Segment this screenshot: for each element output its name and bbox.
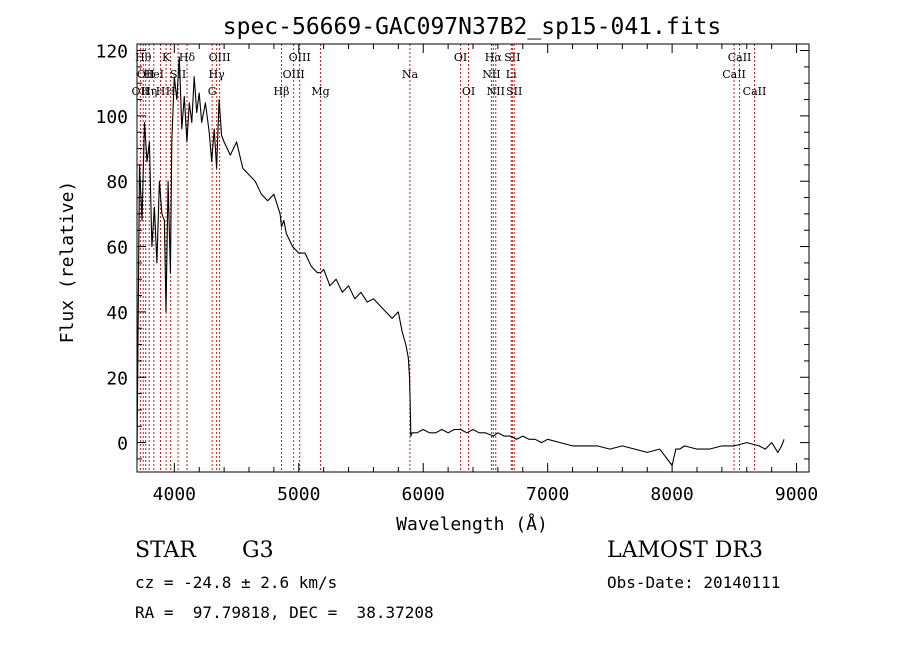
line-label-14: OIII bbox=[283, 68, 305, 81]
line-label-17: Na bbox=[402, 68, 419, 81]
line-label-3: Hη bbox=[141, 85, 157, 98]
y-tick-label: 20 bbox=[106, 368, 128, 389]
x-tick-label: 4000 bbox=[153, 484, 196, 505]
x-tick-label: 7000 bbox=[526, 484, 569, 505]
line-label-25: SII bbox=[506, 85, 522, 98]
y-tick-label: 120 bbox=[95, 42, 128, 63]
coordinates: RA = 97.79818, DEC = 38.37208 bbox=[135, 603, 434, 622]
line-label-24: SII bbox=[504, 51, 520, 64]
survey-name: LAMOST DR3 bbox=[607, 538, 763, 563]
line-label-10: G bbox=[208, 85, 217, 98]
line-label-6: K bbox=[162, 51, 171, 64]
observation-date: Obs-Date: 20140111 bbox=[607, 573, 781, 592]
line-label-26: CaII bbox=[722, 68, 746, 81]
emission-line-markers: OIIHθOIIHηHeIHKHSIIHδGHγOIIIHβOIIIOIIIMg… bbox=[132, 44, 767, 472]
line-label-13: Hβ bbox=[274, 85, 290, 98]
line-label-18: OI bbox=[454, 51, 467, 64]
line-label-11: Hγ bbox=[209, 68, 226, 81]
spectrum-series bbox=[136, 56, 785, 467]
x-tick-label: 8000 bbox=[650, 484, 693, 505]
y-tick-label: 0 bbox=[117, 434, 128, 455]
object-class: STAR bbox=[135, 538, 196, 563]
x-axis-label: Wavelength (Å) bbox=[396, 513, 548, 535]
x-tick-label: 6000 bbox=[402, 484, 445, 505]
line-label-0: OII bbox=[132, 85, 150, 98]
plot-frame bbox=[136, 43, 810, 473]
x-axis: 4000 5000 6000 7000 8000 9000 bbox=[153, 44, 818, 505]
series-line-0 bbox=[136, 56, 785, 467]
redshift-info: cz = -24.8 ± 2.6 km/s bbox=[135, 573, 338, 592]
x-tick-label: 5000 bbox=[277, 484, 320, 505]
y-tick-label: 100 bbox=[95, 107, 128, 128]
line-label-9: Hδ bbox=[179, 51, 196, 64]
object-subclass: G3 bbox=[242, 538, 274, 563]
line-label-28: CaII bbox=[743, 85, 767, 98]
line-label-21: Hα bbox=[485, 51, 503, 64]
line-label-2: OII bbox=[137, 68, 155, 81]
line-label-1: Hθ bbox=[135, 51, 152, 64]
x-tick-label: 9000 bbox=[775, 484, 818, 505]
line-label-19: OI bbox=[462, 85, 475, 98]
line-label-27: CaII bbox=[728, 51, 752, 64]
y-axis-label: Flux (relative) bbox=[57, 181, 78, 344]
line-label-12: OIII bbox=[209, 51, 231, 64]
line-label-5: H bbox=[156, 85, 166, 98]
line-label-22: NII bbox=[487, 85, 505, 98]
line-label-23: Li bbox=[506, 68, 517, 81]
line-label-4: HeI bbox=[144, 68, 164, 81]
line-label-7: H bbox=[166, 85, 176, 98]
y-axis: 0 20 40 60 80 100 120 bbox=[95, 42, 809, 460]
y-tick-label: 80 bbox=[106, 172, 128, 193]
chart-title: spec-56669-GAC097N37B2_sp15-041.fits bbox=[223, 14, 722, 40]
y-tick-label: 60 bbox=[106, 238, 128, 259]
line-label-15: OIII bbox=[289, 51, 311, 64]
y-tick-label: 40 bbox=[106, 303, 128, 324]
line-label-20: NII bbox=[482, 68, 500, 81]
line-label-16: Mg bbox=[311, 85, 329, 98]
